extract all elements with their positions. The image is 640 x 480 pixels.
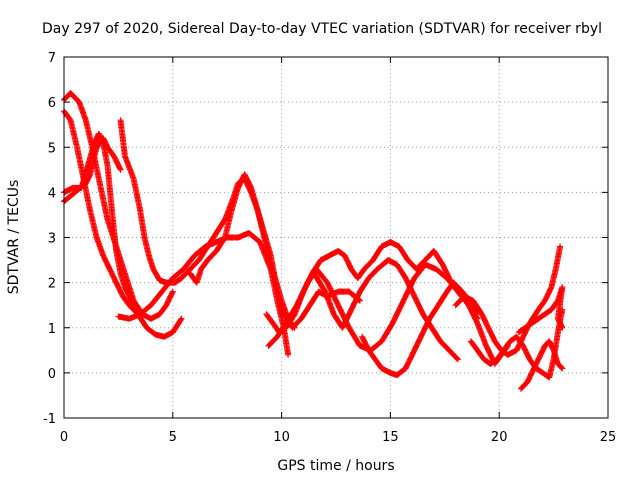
data-point xyxy=(557,243,564,250)
data-point xyxy=(559,324,566,331)
y-tick-label: 4 xyxy=(48,186,56,201)
data-point xyxy=(117,166,124,173)
x-tick-label: 15 xyxy=(382,430,399,445)
y-tick-label: 0 xyxy=(48,367,56,382)
data-point xyxy=(130,302,137,309)
y-tick-label: 3 xyxy=(48,232,56,247)
plot-frame xyxy=(63,56,609,419)
y-tick-label: 6 xyxy=(48,96,56,111)
y-tick-label: 5 xyxy=(48,141,56,156)
data-point xyxy=(559,365,566,372)
data-point xyxy=(177,316,184,323)
y-tick-label: -1 xyxy=(43,412,56,427)
data-point xyxy=(558,364,565,371)
x-tick-label: 25 xyxy=(600,430,617,445)
y-axis-label: SDTVAR / TECUs xyxy=(6,180,22,295)
x-tick-label: 0 xyxy=(60,430,68,445)
y-tick-label: 2 xyxy=(48,277,56,292)
data-point xyxy=(285,351,292,358)
y-tick-label: 7 xyxy=(48,51,56,66)
x-axis-label: GPS time / hours xyxy=(277,458,394,474)
grid xyxy=(64,57,608,418)
x-tick-label: 5 xyxy=(169,430,177,445)
x-tick-label: 10 xyxy=(273,430,290,445)
data-point xyxy=(454,355,461,362)
y-tick-label: 1 xyxy=(48,322,56,337)
data-point xyxy=(178,315,185,322)
data-point xyxy=(454,356,461,363)
data-points xyxy=(61,90,566,392)
axis-ticks: -1 0 1 2 3 4 5 6 7 0 5 10 15 20 25 xyxy=(43,51,616,445)
x-tick-label: 20 xyxy=(491,430,508,445)
chart-title: Day 297 of 2020, Sidereal Day-to-day VTE… xyxy=(42,21,602,37)
data-point xyxy=(169,288,176,295)
data-point xyxy=(547,285,554,292)
